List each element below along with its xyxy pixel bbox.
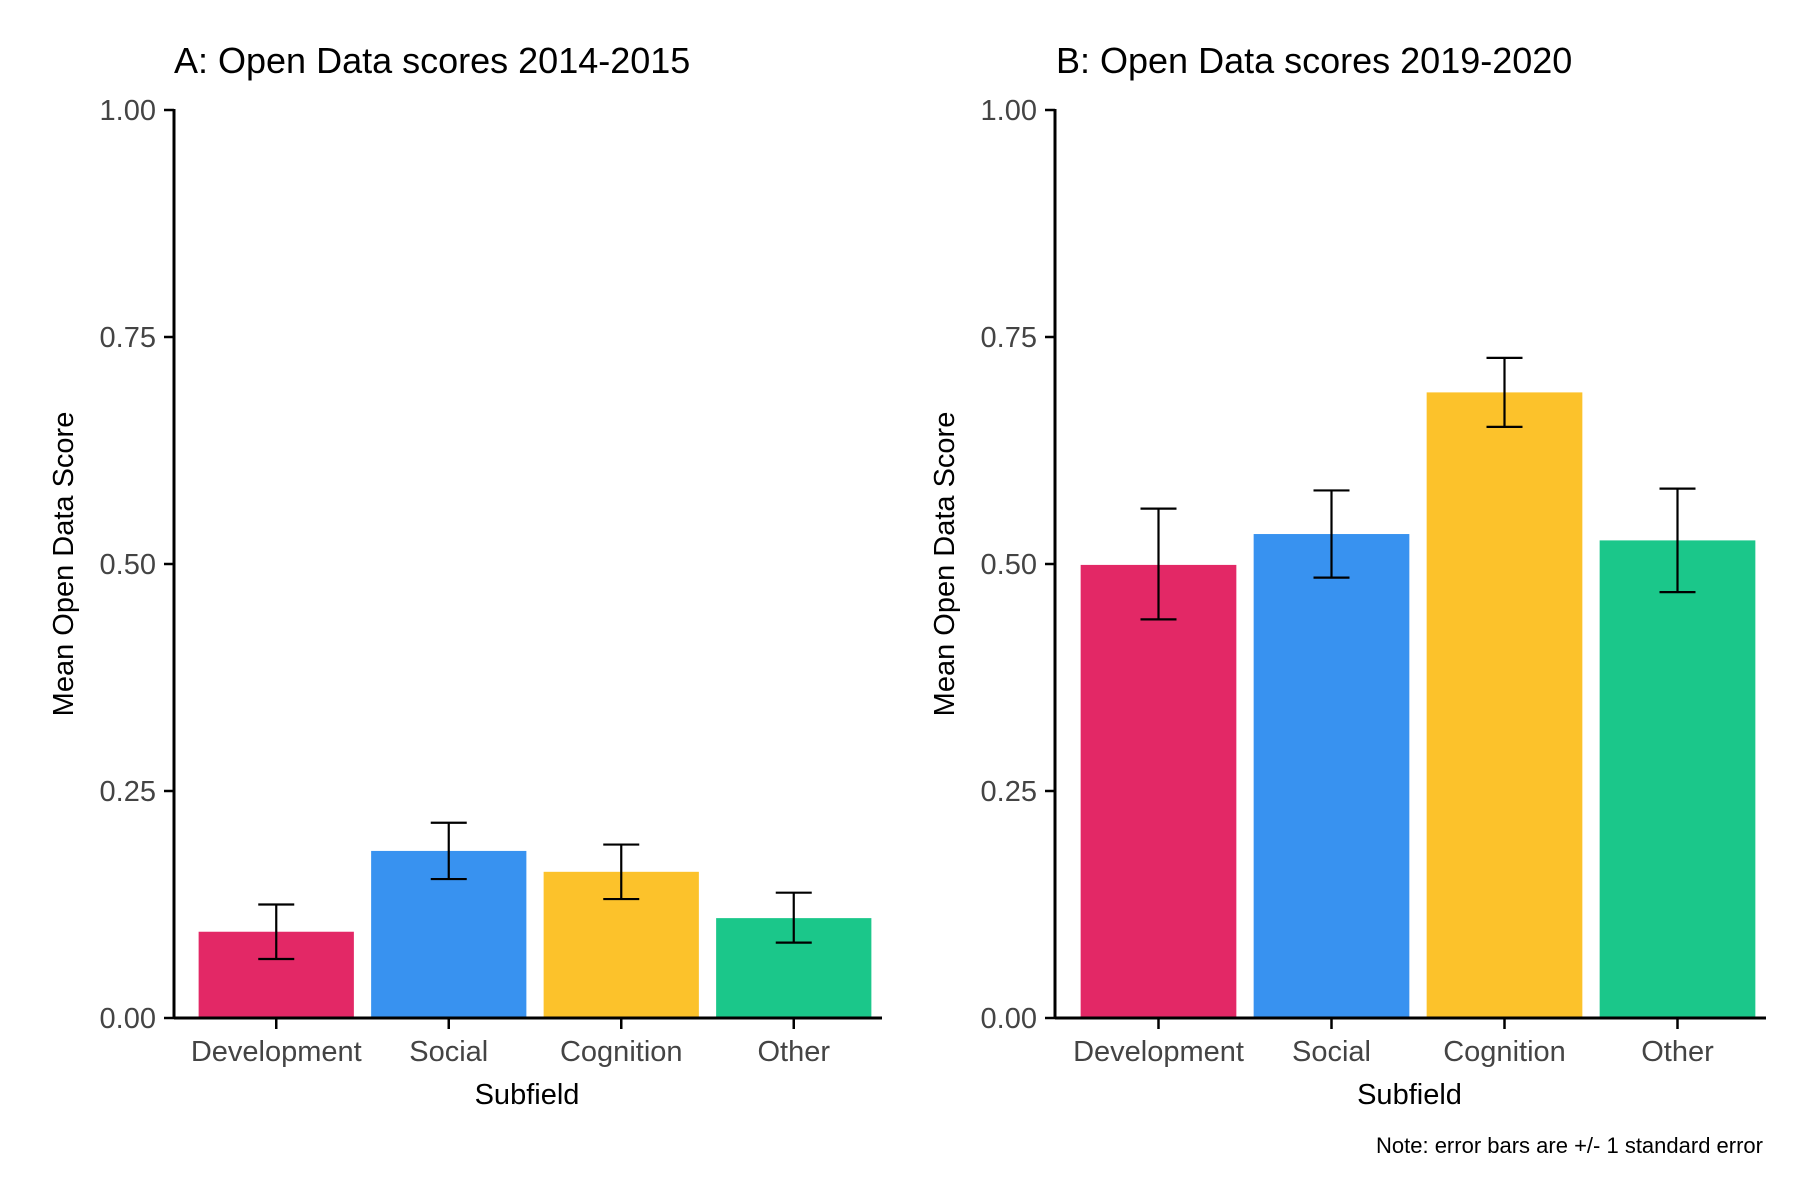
y-axis-label: Mean Open Data Score: [48, 412, 80, 717]
x-tick-label: Other: [1641, 1036, 1714, 1068]
y-tick-label: 0.75: [100, 322, 156, 354]
y-tick-label: 0.50: [981, 549, 1037, 581]
x-tick-label: Development: [191, 1036, 362, 1068]
y-tick-label: 1.00: [100, 95, 156, 127]
y-tick-label: 1.00: [981, 95, 1037, 127]
x-tick-label: Social: [1292, 1036, 1371, 1068]
error-bar-development: [258, 903, 295, 961]
panel-a: A: Open Data scores 2014-2015 Mean Open D…: [48, 40, 882, 1111]
y-tick-label: 0.00: [981, 1003, 1037, 1035]
bar-development: [1080, 564, 1237, 1018]
y-tick-label: 0.25: [100, 776, 156, 808]
error-bar-social: [430, 821, 467, 881]
x-tick-label: Cognition: [560, 1036, 683, 1068]
x-tick-label: Cognition: [1443, 1036, 1566, 1068]
chart-title: A: Open Data scores 2014-2015: [174, 40, 690, 81]
x-tick-label: Development: [1073, 1036, 1244, 1068]
error-bar-development: [1140, 507, 1177, 621]
y-tick-label: 0.75: [981, 322, 1037, 354]
error-bar-other: [1659, 487, 1696, 594]
y-tick-label: 0.50: [100, 549, 156, 581]
x-tick-label: Social: [409, 1036, 488, 1068]
panel-b: B: Open Data scores 2019-2020 Mean Open D…: [929, 40, 1766, 1111]
x-axis-label: Subfield: [475, 1079, 580, 1111]
error-bar-social: [1313, 489, 1350, 579]
error-bar-cognition: [1486, 356, 1523, 428]
x-axis-label: Subfield: [1357, 1079, 1462, 1111]
bar-cognition: [1426, 392, 1583, 1018]
chart-title: B: Open Data scores 2019-2020: [1056, 40, 1572, 81]
y-tick-label: 0.00: [100, 1003, 156, 1035]
y-axis-label: Mean Open Data Score: [929, 412, 961, 717]
x-tick-label: Other: [757, 1036, 830, 1068]
error-bar-other: [775, 891, 812, 944]
y-tick-label: 0.25: [981, 776, 1037, 808]
bar-social: [1253, 534, 1410, 1018]
bar-other: [1599, 540, 1756, 1018]
error-bar-cognition: [603, 843, 640, 901]
caption-note: Note: error bars are +/- 1 standard erro…: [1376, 1133, 1763, 1158]
